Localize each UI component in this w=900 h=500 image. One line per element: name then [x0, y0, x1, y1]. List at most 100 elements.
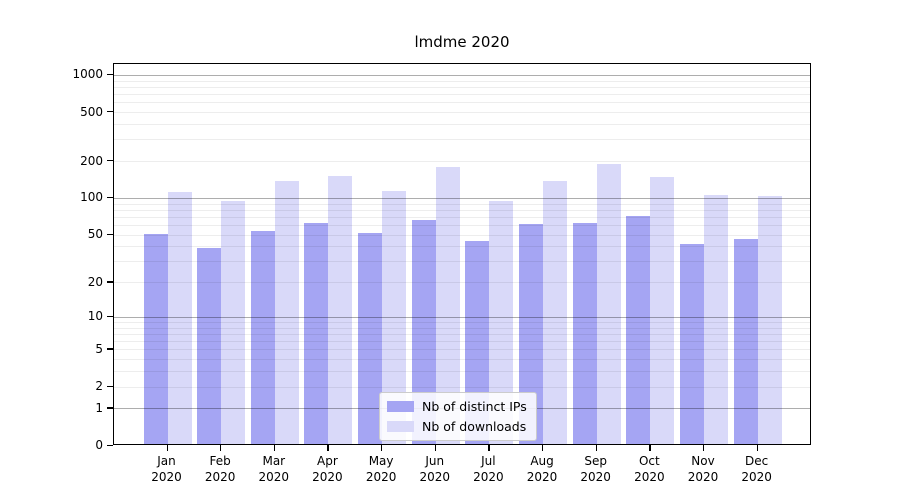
x-label-month: Oct — [638, 454, 660, 468]
bar-ips-nov — [680, 243, 704, 444]
x-tick-jul — [488, 445, 490, 451]
bar-downloads-oct — [650, 177, 675, 444]
y-tick-200 — [107, 160, 113, 162]
x-label-month: Jan — [157, 454, 176, 468]
gridline-minor-900 — [114, 80, 810, 82]
gridline-minor-6 — [114, 341, 810, 343]
x-tick-label-apr: Apr 2020 — [297, 453, 357, 485]
gridline-minor-500 — [114, 112, 810, 114]
gridline-minor-2 — [114, 386, 810, 388]
legend-item-distinct-ips: Nb of distinct IPs — [387, 399, 527, 414]
gridline-minor-70 — [114, 216, 810, 218]
gridline-minor-300 — [114, 139, 810, 141]
bar-downloads-sep — [596, 164, 621, 444]
y-tick-5 — [107, 348, 113, 350]
y-tick-label-20: 20 — [87, 274, 103, 289]
y-tick-2 — [107, 385, 113, 387]
x-label-year: 2020 — [580, 470, 611, 484]
y-tick-label-500: 500 — [80, 104, 103, 119]
bar-ips-dec — [733, 238, 758, 444]
x-tick-mar — [273, 445, 276, 451]
y-tick-50 — [107, 233, 113, 235]
bar-downloads-jan — [167, 191, 192, 444]
y-tick-label-10: 10 — [87, 309, 103, 324]
bar-downloads-dec — [757, 195, 782, 444]
gridline-minor-400 — [114, 124, 810, 125]
y-tick-label-100: 100 — [80, 190, 103, 205]
x-label-month: Jun — [425, 454, 445, 468]
x-label-month: Feb — [209, 454, 231, 468]
gridline-minor-800 — [114, 86, 810, 88]
x-label-year: 2020 — [741, 470, 772, 484]
x-tick-label-sep: Sep 2020 — [566, 453, 626, 485]
x-tick-jun — [434, 445, 437, 451]
x-label-year: 2020 — [151, 470, 182, 484]
bar-ips-mar — [250, 230, 275, 444]
x-label-year: 2020 — [634, 470, 665, 484]
x-tick-label-jan: Jan 2020 — [137, 453, 197, 485]
x-tick-jan — [166, 445, 168, 451]
gridline-minor-60 — [114, 225, 810, 226]
x-label-month: Aug — [530, 454, 554, 468]
y-tick-label-50: 50 — [87, 227, 103, 242]
x-tick-label-may: May 2020 — [351, 453, 411, 485]
x-label-month: Apr — [317, 454, 338, 468]
gridline-minor-40 — [114, 246, 810, 248]
chart-title: lmdme 2020 — [414, 33, 510, 51]
gridline-minor-700 — [114, 94, 810, 96]
x-tick-label-feb: Feb 2020 — [190, 453, 250, 485]
x-label-month: Sep — [584, 454, 607, 468]
y-tick-1000 — [107, 73, 113, 76]
bar-ips-oct — [626, 216, 651, 444]
x-tick-oct — [649, 445, 651, 451]
bar-downloads-feb — [221, 201, 246, 444]
y-tick-label-2: 2 — [95, 379, 103, 394]
legend: Nb of distinct IPs Nb of downloads — [379, 392, 537, 441]
x-tick-apr — [327, 445, 329, 451]
x-label-year: 2020 — [473, 470, 504, 484]
gridline-minor-7 — [114, 333, 810, 335]
gridline-minor-200 — [114, 161, 810, 163]
gridline-minor-5 — [114, 349, 810, 351]
x-label-month: May — [368, 454, 394, 468]
bar-ips-feb — [197, 247, 222, 444]
x-tick-aug — [542, 445, 544, 451]
y-tick-100 — [107, 196, 113, 199]
bar-downloads-aug — [543, 181, 568, 444]
x-tick-nov — [703, 445, 705, 451]
x-label-year: 2020 — [419, 470, 451, 484]
y-tick-0 — [107, 444, 113, 446]
gridline-minor-90 — [114, 203, 810, 205]
legend-swatch-distinct-ips — [387, 401, 414, 412]
x-tick-may — [381, 445, 383, 451]
x-label-year: 2020 — [526, 470, 558, 484]
gridline-minor-80 — [114, 209, 810, 211]
x-tick-label-oct: Oct 2020 — [619, 453, 679, 485]
x-label-year: 2020 — [258, 470, 290, 484]
bar-ips-may — [358, 232, 383, 444]
gridline-minor-4 — [114, 359, 810, 361]
x-tick-label-aug: Aug 2020 — [512, 453, 572, 485]
bar-ips-sep — [572, 223, 597, 444]
x-tick-feb — [220, 445, 222, 451]
y-tick-label-1: 1 — [95, 400, 103, 415]
gridline-minor-9 — [114, 322, 810, 323]
x-tick-label-nov: Nov 2020 — [673, 453, 733, 485]
gridline-major-100 — [114, 197, 810, 199]
legend-swatch-downloads — [387, 421, 414, 432]
gridline-minor-3 — [114, 371, 810, 373]
gridline-minor-600 — [114, 102, 810, 104]
x-tick-label-jul: Jul 2020 — [458, 453, 518, 485]
gridline-minor-30 — [114, 261, 810, 263]
plot-area — [113, 63, 811, 445]
y-tick-label-5: 5 — [95, 341, 103, 356]
gridline-minor-8 — [114, 327, 810, 329]
y-tick-label-1000: 1000 — [72, 67, 103, 82]
bar-ips-apr — [304, 223, 329, 444]
bar-ips-jan — [143, 233, 168, 444]
x-tick-label-dec: Dec 2020 — [727, 453, 787, 485]
legend-label-distinct-ips: Nb of distinct IPs — [422, 399, 527, 414]
x-label-month: Nov — [691, 454, 715, 468]
x-label-year: 2020 — [312, 470, 343, 484]
